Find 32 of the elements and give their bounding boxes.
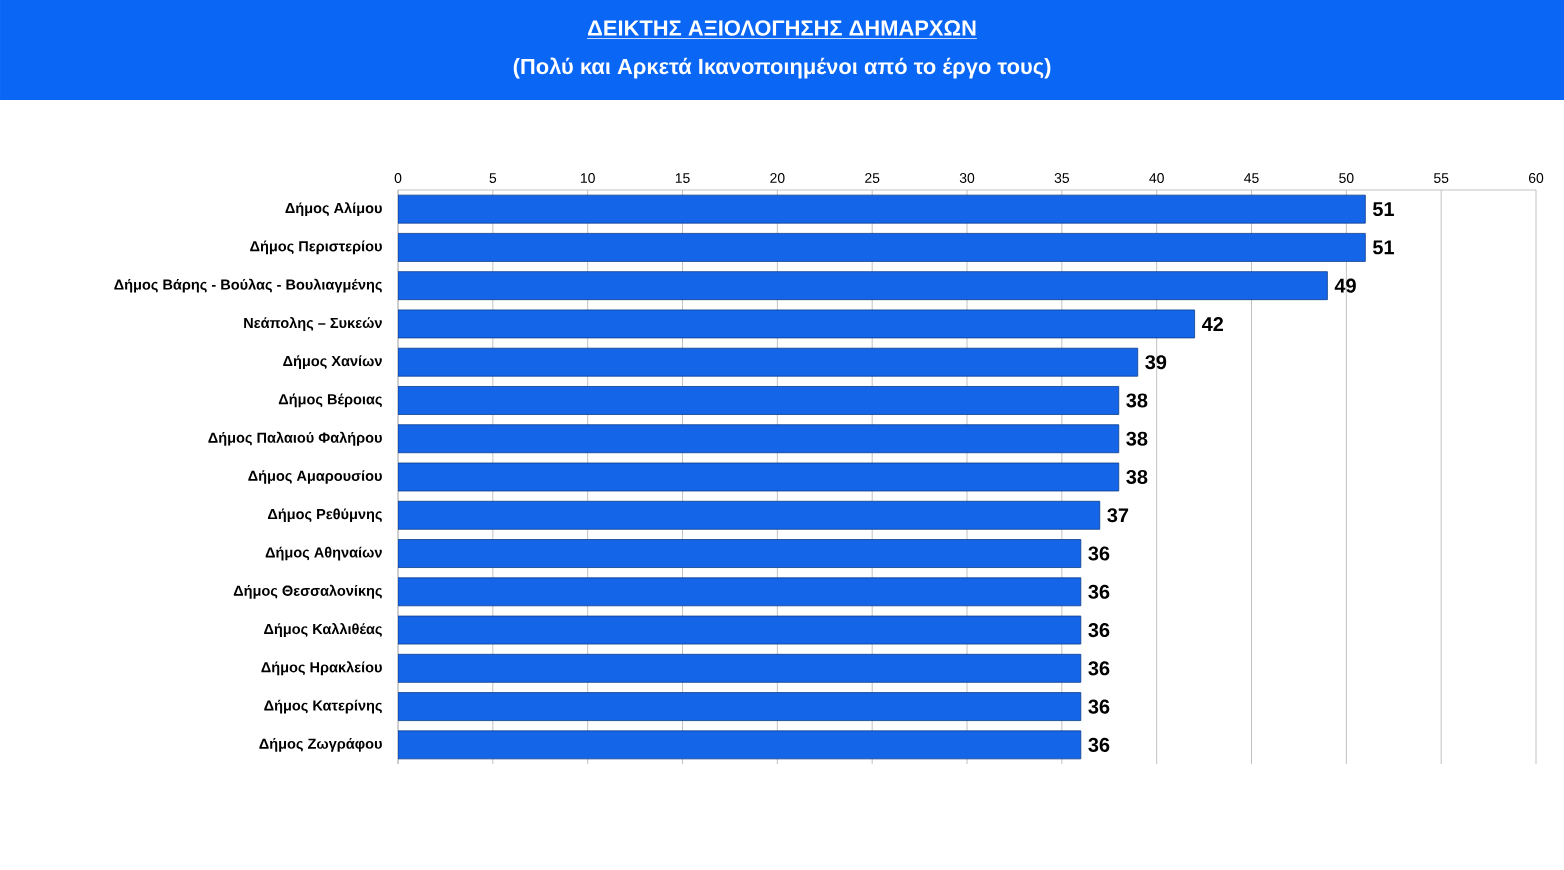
data-label: 51	[1372, 240, 1394, 255]
data-label: 38	[1126, 469, 1148, 485]
bar	[398, 539, 1082, 568]
data-label: 36	[1088, 699, 1110, 714]
data-label: 36	[1088, 623, 1110, 638]
data-label: 39	[1145, 355, 1167, 370]
chart-title: ΔΕΙΚΤΗΣ ΑΞΙΟΛΟΓΗΣΗΣ ΔΗΜΑΡΧΩΝ	[587, 20, 976, 36]
bar	[398, 577, 1082, 607]
bar	[398, 386, 1120, 415]
data-label: 38	[1126, 431, 1148, 446]
bar	[398, 730, 1082, 760]
bar	[398, 462, 1120, 492]
bar	[398, 653, 1082, 683]
bar	[398, 347, 1139, 377]
bar	[398, 233, 1366, 262]
chart-subtitle: (Πολύ και Αρκετά Ικανοποιημένοι από το έργο τους)	[513, 57, 1051, 79]
data-label: 36	[1088, 737, 1110, 752]
bar	[398, 309, 1196, 339]
data-label: 51	[1372, 202, 1394, 217]
bar	[398, 500, 1101, 530]
data-label: 36	[1088, 546, 1110, 561]
data-label: 42	[1201, 316, 1224, 331]
data-label: 37	[1107, 508, 1129, 523]
bar	[398, 424, 1120, 454]
bar	[398, 271, 1328, 301]
bar	[398, 194, 1366, 224]
data-label: 38	[1126, 393, 1148, 408]
data-label: 49	[1334, 278, 1356, 293]
data-label: 36	[1088, 661, 1110, 676]
bar	[398, 692, 1082, 721]
bar	[398, 615, 1082, 645]
data-label: 36	[1088, 584, 1110, 599]
